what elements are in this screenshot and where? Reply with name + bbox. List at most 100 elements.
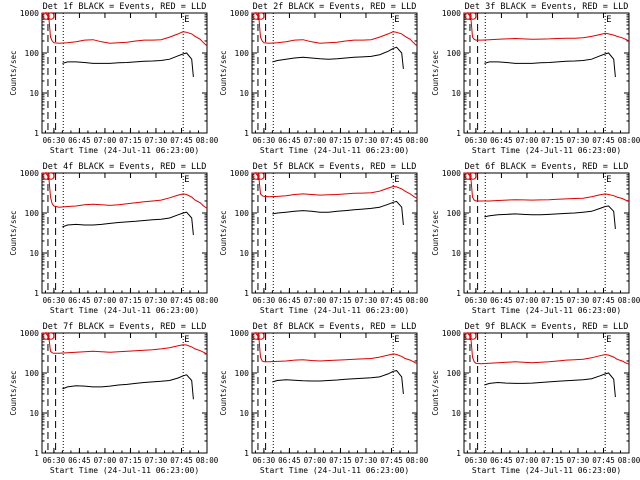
y-tick-label: 1 [244,289,249,298]
y-axis-label: Counts/sec [9,370,18,415]
x-axis-label: Start Time (24-Jul-11 06:23:00) [50,306,199,315]
x-tick-label: 06:45 [278,296,301,305]
x-tick-label: 07:00 [304,136,327,145]
events-series-line [62,52,194,78]
x-tick-label: 06:30 [465,136,488,145]
saturation-marker [42,172,50,180]
y-tick-label: 1 [34,449,39,458]
x-tick-label: 07:00 [94,296,117,305]
saturation-marker [252,332,260,340]
plot-frame [463,332,630,454]
panel-title: Det 5f BLACK = Events, RED = LLD [253,162,417,172]
panel-title: Det 8f BLACK = Events, RED = LLD [253,322,417,332]
x-tick-label: 07:30 [145,456,168,465]
x-tick-label: 08:00 [406,296,429,305]
lld-series-line [42,172,208,209]
x-tick-label: 07:15 [119,296,142,305]
x-tick-label: 06:45 [490,296,513,305]
y-tick-label: 10 [239,409,249,418]
x-tick-label: 07:15 [541,296,564,305]
saturation-marker [42,332,50,340]
lld-series-line [252,12,418,47]
plot-frame [463,172,630,294]
x-tick-label: 07:00 [94,456,117,465]
y-tick-label: 1 [34,129,39,138]
x-tick-label: 07:45 [592,296,615,305]
y-axis-label: Counts/sec [431,370,440,415]
detector-panel: Det 3f BLACK = Events, RED = LLD 1 10 100 10… [431,2,640,155]
y-tick-label: 1000 [230,169,249,178]
x-tick-label: 07:30 [567,296,590,305]
y-tick-label: 100 [25,369,40,378]
x-axis-label: Start Time (24-Jul-11 06:23:00) [50,146,199,155]
y-axis-label: Counts/sec [219,50,228,95]
lld-series-line [252,172,418,199]
x-tick-label: 06:30 [465,296,488,305]
x-tick-label: 07:15 [119,136,142,145]
y-tick-label: 1000 [442,329,461,338]
x-tick-label: 08:00 [196,456,219,465]
x-tick-label: 07:15 [541,136,564,145]
x-tick-label: 07:45 [592,456,615,465]
lld-series-line [464,172,630,202]
x-tick-label: 06:30 [43,136,66,145]
saturation-marker [252,12,260,20]
x-tick-label: 07:30 [567,456,590,465]
y-tick-label: 100 [447,49,462,58]
y-axis-label: Counts/sec [9,50,18,95]
plot-frame [251,332,418,454]
detector-panel: Det 7f BLACK = Events, RED = LLD 1 10 100 10… [9,322,219,475]
plot-frame [41,172,208,294]
detector-panel: Det 2f BLACK = Events, RED = LLD 1 10 100 10… [219,2,429,155]
detector-panel: Det 6f BLACK = Events, RED = LLD 1 10 100 10… [431,162,640,315]
detector-panel: Det 1f BLACK = Events, RED = LLD 1 10 100 10… [9,2,219,155]
marker-label: E [394,15,399,25]
y-tick-label: 100 [235,49,250,58]
x-tick-label: 07:15 [329,136,352,145]
y-tick-label: 1000 [20,329,39,338]
x-tick-label: 06:45 [68,136,91,145]
x-tick-label: 08:00 [406,136,429,145]
detector-panel: Det 9f BLACK = Events, RED = LLD 1 10 100 10… [431,322,640,475]
x-tick-label: 07:15 [329,456,352,465]
x-axis-label: Start Time (24-Jul-11 06:23:00) [472,146,621,155]
x-tick-label: 07:30 [355,296,378,305]
y-tick-label: 100 [447,369,462,378]
y-tick-label: 100 [235,209,250,218]
x-tick-label: 08:00 [406,456,429,465]
x-tick-label: 06:30 [465,456,488,465]
marker-label: E [184,15,189,25]
y-tick-label: 100 [447,209,462,218]
x-tick-label: 07:30 [355,136,378,145]
x-tick-label: 07:45 [380,136,403,145]
y-tick-label: 10 [239,249,249,258]
y-tick-label: 10 [451,89,461,98]
y-tick-label: 10 [29,249,39,258]
plot-frame [41,12,208,134]
x-axis-label: Start Time (24-Jul-11 06:23:00) [472,306,621,315]
x-tick-label: 06:45 [278,136,301,145]
x-axis-label: Start Time (24-Jul-11 06:23:00) [472,466,621,475]
x-axis-label: Start Time (24-Jul-11 06:23:00) [260,306,409,315]
marker-label: E [606,15,611,25]
x-tick-label: 08:00 [196,136,219,145]
plot-frame [463,12,630,134]
saturation-marker [42,12,50,20]
events-series-line [272,200,404,226]
lld-series-line [464,332,630,365]
y-tick-label: 100 [25,49,40,58]
saturation-marker [464,172,472,180]
x-tick-label: 07:45 [592,136,615,145]
x-tick-label: 07:30 [145,296,168,305]
y-tick-label: 1000 [20,9,39,18]
x-tick-label: 07:15 [119,456,142,465]
saturation-marker [252,172,260,180]
x-tick-label: 06:30 [253,296,276,305]
marker-label: E [394,335,399,345]
x-tick-label: 07:15 [541,456,564,465]
x-tick-label: 07:45 [170,456,193,465]
saturation-marker [464,12,472,20]
x-tick-label: 06:30 [43,456,66,465]
y-axis-label: Counts/sec [219,370,228,415]
